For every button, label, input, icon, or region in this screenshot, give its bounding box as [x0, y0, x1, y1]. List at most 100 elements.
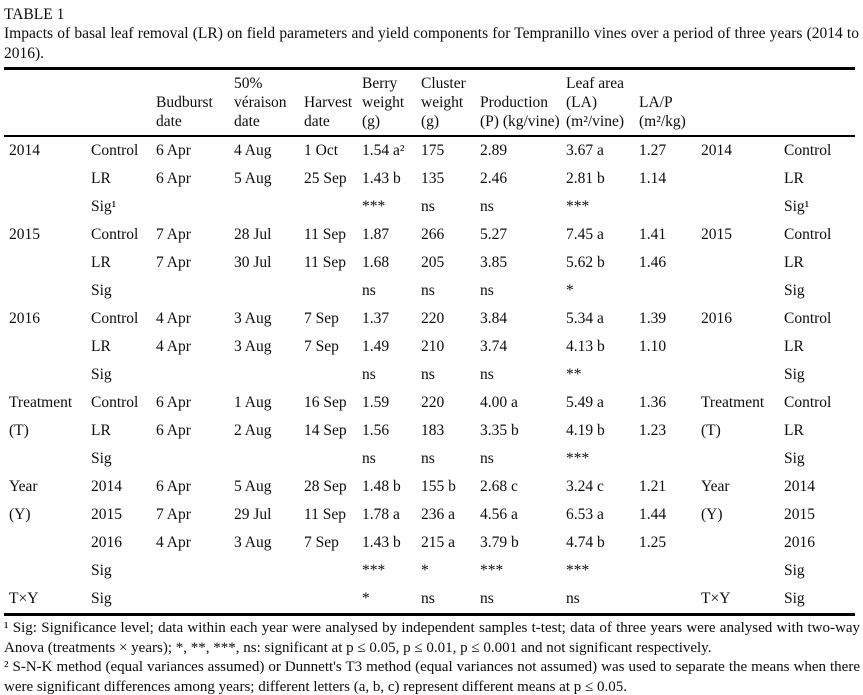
cell: 11 Sep	[304, 506, 347, 523]
column-header: 50% véraison date	[229, 68, 299, 137]
table-row: LR 7 Apr 30 Jul 11 Sep 1.68 205 3.85 5.62 b 1.46…	[4, 249, 855, 277]
data-table: Budburst date 50% véraison date Harvest da…	[4, 67, 855, 616]
cell: LR	[91, 170, 111, 187]
cell: 1.43 b	[362, 170, 401, 187]
cell: LR	[91, 422, 111, 439]
cell: 4.13 b	[566, 338, 605, 355]
cell: 3.79 b	[480, 534, 519, 551]
cell: LR	[91, 338, 111, 355]
cell: Sig	[91, 562, 112, 579]
cell	[4, 557, 86, 585]
cell: 11 Sep	[304, 226, 347, 243]
cell: Control	[91, 310, 139, 327]
cell: Control	[784, 142, 832, 159]
cell: 3.85	[480, 254, 508, 271]
cell: ns	[362, 366, 376, 383]
cell: ***	[362, 198, 386, 215]
cell: 5.27	[480, 226, 508, 243]
cell	[299, 277, 357, 305]
cell: 266	[421, 226, 445, 243]
cell: 5.62 b	[566, 254, 605, 271]
cell: 1 Oct	[304, 142, 339, 159]
cell	[696, 333, 779, 361]
table-row: T×Y Sig * ns ns ns T×Y Sig	[4, 585, 855, 615]
cell: Treatment	[701, 394, 765, 411]
cell: ns	[480, 590, 494, 607]
cell: 2015	[784, 506, 815, 523]
table-row: Sig¹ *** ns ns *** Sig¹	[4, 193, 855, 221]
cell: 1.49	[362, 338, 390, 355]
cell: 2.89	[480, 142, 508, 159]
cell	[229, 277, 299, 305]
cell: Control	[784, 394, 832, 411]
column-header: LA/P (m²/kg)	[634, 68, 696, 137]
cell: 2.81 b	[566, 170, 605, 187]
cell: 1.43 b	[362, 534, 401, 551]
cell	[151, 445, 229, 473]
cell: 7 Sep	[304, 310, 339, 327]
cell	[634, 277, 696, 305]
cell: Sig	[91, 282, 112, 299]
column-header: Budburst date	[151, 68, 229, 137]
cell	[299, 193, 357, 221]
cell: 25 Sep	[304, 170, 347, 187]
cell	[696, 249, 779, 277]
cell: 183	[421, 422, 445, 439]
table-row: Sig ns ns ns * Sig	[4, 277, 855, 305]
cell: 2.68 c	[480, 478, 518, 495]
cell: Sig	[91, 366, 112, 383]
cell	[4, 193, 86, 221]
cell	[634, 585, 696, 615]
cell: 220	[421, 310, 445, 327]
cell: Control	[91, 394, 139, 411]
cell: 6 Apr	[156, 422, 191, 439]
cell	[151, 585, 229, 615]
cell	[696, 165, 779, 193]
cell: 6 Apr	[156, 394, 191, 411]
cell: 5.34 a	[566, 310, 604, 327]
cell: 2014	[701, 142, 732, 159]
cell: Sig	[91, 590, 112, 607]
table-row: (Y) 2015 7 Apr 29 Jul 11 Sep 1.78 a 236 a 4.56 …	[4, 501, 855, 529]
cell: 2016	[784, 534, 815, 551]
cell: Control	[91, 226, 139, 243]
cell: 2014	[9, 142, 40, 159]
cell: 3.24 c	[566, 478, 604, 495]
cell: *	[362, 590, 370, 607]
cell: 3.67 a	[566, 142, 604, 159]
cell	[299, 557, 357, 585]
cell	[151, 193, 229, 221]
cell: 5.49 a	[566, 394, 604, 411]
table-body: 2014 Control 6 Apr 4 Aug 1 Oct 1.54 a² 175 2.89…	[4, 136, 855, 615]
cell: Sig¹	[91, 198, 117, 215]
column-header: Production (P) (kg/vine)	[475, 68, 561, 137]
cell: 7 Sep	[304, 534, 339, 551]
column-header	[86, 68, 151, 137]
table-number: TABLE 1	[4, 6, 65, 23]
cell: 3 Aug	[234, 338, 272, 355]
cell	[4, 165, 86, 193]
cell: 2015	[701, 226, 732, 243]
cell: 1 Aug	[234, 394, 272, 411]
cell	[229, 585, 299, 615]
cell: 220	[421, 394, 445, 411]
cell: (Y)	[701, 506, 723, 523]
cell: 7 Apr	[156, 254, 191, 271]
cell: 2.46	[480, 170, 508, 187]
table-row: Sig *** * *** *** Sig	[4, 557, 855, 585]
cell: 1.41	[639, 226, 667, 243]
cell	[299, 585, 357, 615]
cell: 29 Jul	[234, 506, 272, 523]
table-row: LR 4 Apr 3 Aug 7 Sep 1.49 210 3.74 4.13 b 1.10 LR	[4, 333, 855, 361]
cell: Sig	[784, 590, 805, 607]
table-row: Treatment Control 6 Apr 1 Aug 16 Sep 1.59 220 4…	[4, 389, 855, 417]
cell: 3 Aug	[234, 534, 272, 551]
header-row: Budburst date 50% véraison date Harvest da…	[4, 68, 855, 137]
cell: Sig	[91, 450, 112, 467]
cell	[634, 445, 696, 473]
cell: LR	[784, 338, 804, 355]
cell: 205	[421, 254, 445, 271]
cell: 6 Apr	[156, 478, 191, 495]
cell: 3 Aug	[234, 310, 272, 327]
cell: (Y)	[9, 506, 31, 523]
